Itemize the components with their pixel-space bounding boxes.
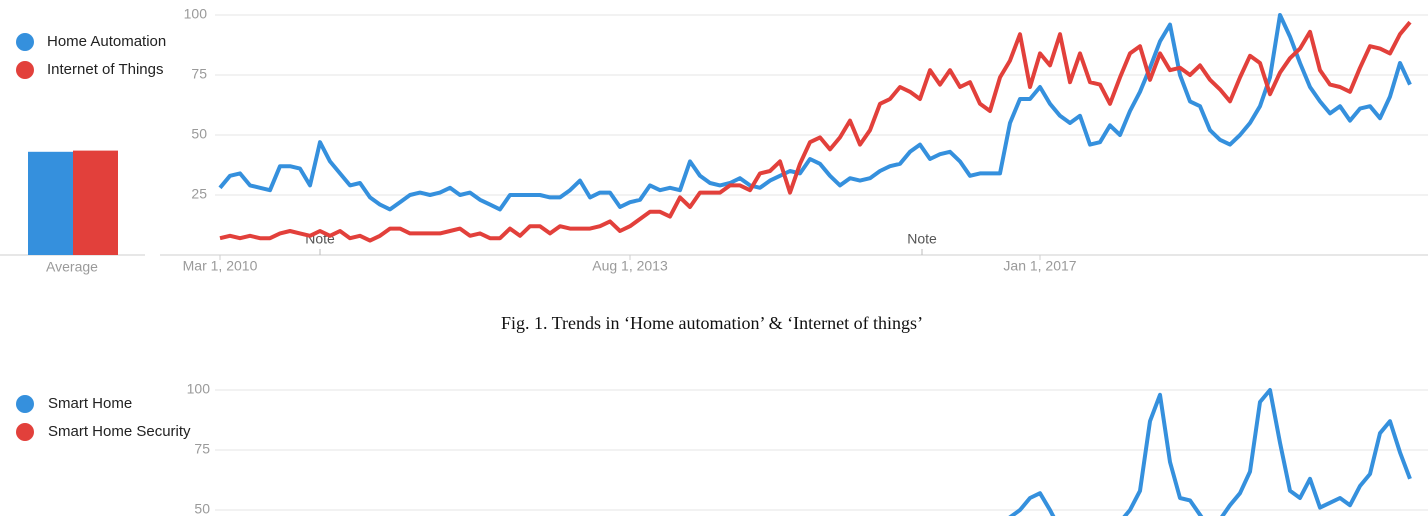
legend-marker [16,61,34,79]
legend-marker [16,395,34,413]
series-line [218,13,1412,212]
x-tick-label: Mar 1, 2010 [183,258,258,274]
average-bar [73,150,118,255]
y-tick-label: 75 [194,441,210,457]
average-label: Average [46,259,98,275]
y-tick-label: 25 [191,186,207,202]
legend-label: Home Automation [47,33,166,50]
series-line [219,20,1412,243]
legend-marker [16,33,34,51]
caption: Fig. 1. Trends in ‘Home automation’ & ‘I… [501,313,923,333]
average-bar [28,151,73,255]
y-tick-label: 75 [191,66,207,82]
legend-marker [16,423,34,441]
x-tick-label: Jan 1, 2017 [1003,258,1076,274]
y-tick-label: 50 [191,126,207,142]
annotation: Note [907,231,937,247]
y-tick-label: 50 [194,501,210,516]
legend-label: Smart Home [48,395,132,412]
y-tick-label: 100 [184,6,208,22]
legend-label: Internet of Things [47,61,163,78]
series-line [1008,388,1412,516]
y-tick-label: 100 [187,381,211,397]
x-tick-label: Aug 1, 2013 [592,258,668,274]
legend-label: Smart Home Security [48,423,191,440]
